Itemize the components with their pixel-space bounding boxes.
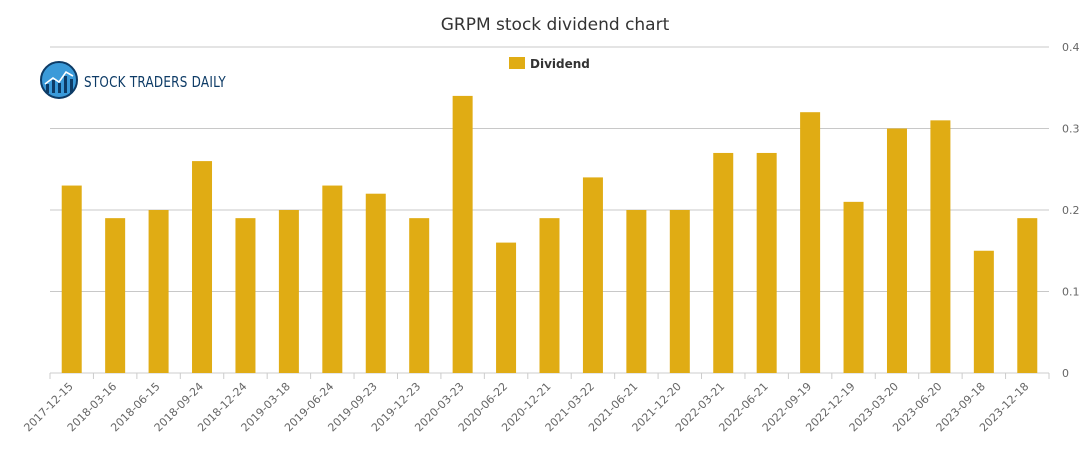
bars xyxy=(61,95,1038,374)
bar xyxy=(756,152,777,373)
bar xyxy=(409,218,430,373)
x-axis: 2017-12-152018-03-162018-06-152018-09-24… xyxy=(21,373,1050,434)
logo-text: STOCK TRADERS DAILY xyxy=(84,73,226,91)
bar xyxy=(800,112,821,373)
bar xyxy=(496,242,517,373)
legend-swatch xyxy=(509,57,525,69)
y-tick-label: 0.1 xyxy=(1062,286,1080,299)
legend: Dividend xyxy=(509,57,590,71)
logo-globe-icon xyxy=(40,61,78,99)
bar xyxy=(930,120,951,373)
bar xyxy=(669,210,690,373)
bar xyxy=(626,210,647,373)
bar xyxy=(365,193,386,373)
y-tick-label: 0.3 xyxy=(1062,123,1080,136)
bar xyxy=(105,218,126,373)
stock-traders-daily-logo: STOCK TRADERS DAILY xyxy=(40,61,226,99)
chart-title: GRPM stock dividend chart xyxy=(441,15,670,35)
bar xyxy=(1017,218,1038,373)
y-tick-label: 0.2 xyxy=(1062,204,1080,217)
bar xyxy=(61,185,82,373)
y-tick-label: 0.4 xyxy=(1062,41,1080,54)
bar xyxy=(713,152,734,373)
bar xyxy=(973,250,994,373)
bar xyxy=(886,128,907,373)
bar xyxy=(452,95,473,374)
y-axis: 0 0.1 0.2 0.3 0.4 xyxy=(1062,41,1080,380)
bar xyxy=(192,161,213,373)
bar xyxy=(322,185,343,373)
bar xyxy=(539,218,560,373)
bar xyxy=(843,201,864,373)
bar xyxy=(278,210,299,373)
bar xyxy=(235,218,256,373)
y-tick-label: 0 xyxy=(1062,367,1069,380)
bar xyxy=(582,177,603,373)
legend-label: Dividend xyxy=(530,57,590,71)
bar xyxy=(148,210,169,373)
